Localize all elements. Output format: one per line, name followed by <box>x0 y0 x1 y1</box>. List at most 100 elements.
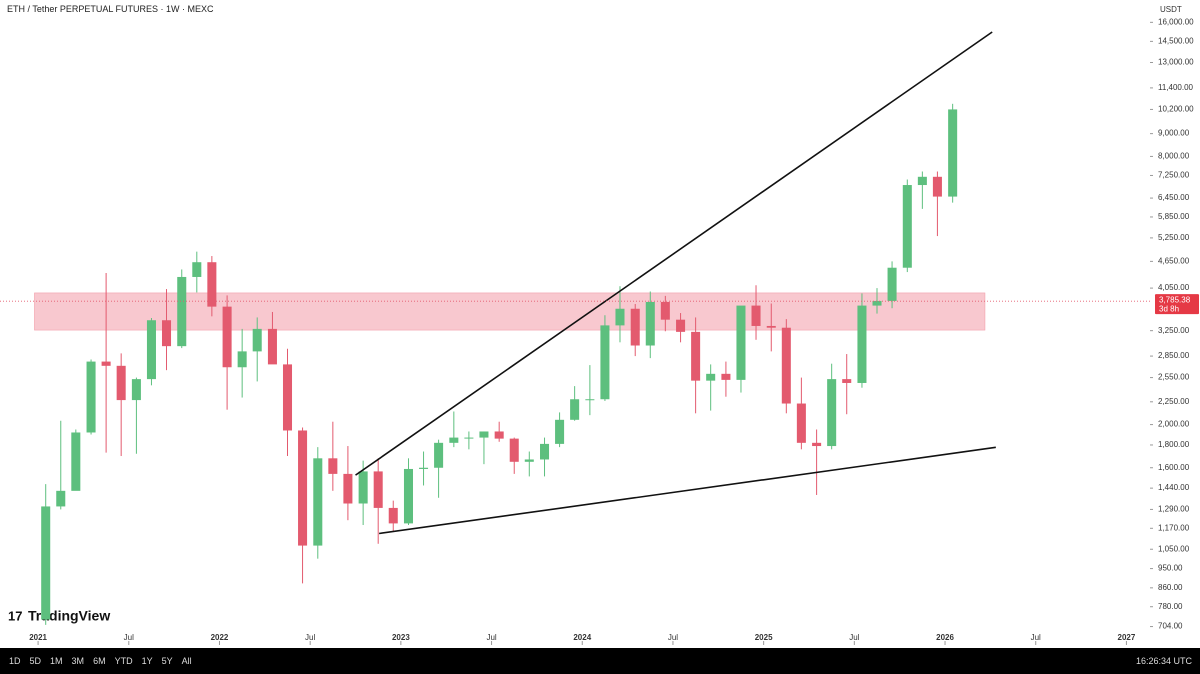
y-tick-label: 2,550.00 <box>1158 373 1190 382</box>
candle-body <box>449 437 459 443</box>
y-tick-label: 1,440.00 <box>1158 483 1190 492</box>
candle-body <box>71 432 81 491</box>
candle-body <box>434 442 444 468</box>
y-tick-label: 950.00 <box>1158 564 1183 573</box>
y-tick-label: 1,800.00 <box>1158 440 1190 449</box>
candle-body <box>403 468 414 524</box>
clock: 16:26:34 UTC <box>1135 656 1192 666</box>
candle-body <box>222 306 232 368</box>
y-tick-label: 16,000.00 <box>1158 17 1194 26</box>
price-label: 3,785.38 <box>1159 295 1191 304</box>
watermark: TradingView <box>28 608 110 624</box>
y-tick-label: 2,000.00 <box>1158 420 1190 429</box>
candle-body <box>932 176 942 197</box>
range-button[interactable]: 3M <box>71 656 85 666</box>
y-tick-label: 5,850.00 <box>1158 212 1190 221</box>
y-tick-label: 13,000.00 <box>1158 58 1194 67</box>
candle-body <box>116 365 126 401</box>
x-tick-label: 2026 <box>936 633 954 642</box>
candle-body <box>146 320 156 380</box>
candle-body <box>887 267 897 301</box>
candle-body <box>131 379 141 401</box>
candle-body <box>298 430 308 546</box>
candle-body <box>948 109 958 197</box>
candle-body <box>812 442 822 447</box>
candle-body <box>917 176 927 186</box>
candle-body <box>101 361 111 366</box>
trendline <box>378 446 996 535</box>
y-tick-label: 8,000.00 <box>1158 152 1190 161</box>
y-tick-label: 2,850.00 <box>1158 351 1190 360</box>
currency: USDT <box>1160 5 1182 14</box>
range-button[interactable]: All <box>181 656 192 666</box>
candle-body <box>751 305 761 326</box>
candle-body <box>676 319 686 332</box>
x-tick-label: 2027 <box>1118 633 1136 642</box>
candle-body <box>494 431 504 439</box>
price-box <box>1155 294 1199 315</box>
candle-body <box>237 351 247 368</box>
x-tick-label: 2023 <box>392 633 410 642</box>
candle-body <box>419 467 429 469</box>
candle-body <box>479 431 489 438</box>
range-button[interactable]: 1D <box>9 656 21 666</box>
candle-body <box>524 459 534 462</box>
candle-body <box>328 458 338 474</box>
candle-body <box>872 300 882 306</box>
x-tick-label: 2021 <box>29 633 47 642</box>
y-tick-label: 5,250.00 <box>1158 233 1190 242</box>
candle-body <box>56 490 66 507</box>
candle-body <box>570 399 580 420</box>
candle-body <box>600 325 610 400</box>
candle-body <box>660 301 670 320</box>
candle-body <box>827 379 837 447</box>
x-tick-label: Jul <box>486 633 496 642</box>
x-tick-label: 2022 <box>211 633 229 642</box>
y-tick-label: 14,500.00 <box>1158 36 1194 45</box>
candle-body <box>252 328 262 352</box>
range-button[interactable]: 1Y <box>141 656 153 666</box>
y-tick-label: 9,000.00 <box>1158 129 1190 138</box>
y-tick-label: 1,170.00 <box>1158 523 1190 532</box>
candle-body <box>645 301 655 346</box>
y-tick-label: 11,400.00 <box>1158 83 1194 92</box>
y-tick-label: 860.00 <box>1158 583 1183 592</box>
y-tick-label: 704.00 <box>1158 622 1183 631</box>
candle-body <box>192 262 202 277</box>
range-button[interactable]: 6M <box>93 656 106 666</box>
y-tick-label: 1,600.00 <box>1158 463 1190 472</box>
candle-body <box>388 507 398 524</box>
range-button[interactable]: 5D <box>29 656 42 666</box>
candle-body <box>691 331 701 381</box>
candle-body <box>585 399 595 401</box>
range-button[interactable]: 5Y <box>161 656 173 666</box>
candle-body <box>464 437 474 439</box>
candle-body <box>540 443 550 460</box>
x-tick-label: Jul <box>849 633 859 642</box>
candle-body <box>313 458 323 546</box>
y-tick-label: 2,250.00 <box>1158 397 1190 406</box>
candle-body <box>721 373 731 380</box>
candle-body <box>842 379 852 383</box>
logo: 17 <box>8 608 22 623</box>
candle-body <box>267 328 277 365</box>
range-button[interactable]: YTD <box>114 656 133 666</box>
candle-body <box>615 308 625 326</box>
candle-body <box>358 471 368 504</box>
x-tick-label: 2024 <box>573 633 591 642</box>
candle-body <box>796 403 806 443</box>
chart: USDT TradingView 17 16,000.00 14,500.00 13… <box>0 5 1199 645</box>
candle-body <box>41 506 51 620</box>
candle-body <box>781 327 791 404</box>
range-button[interactable]: 1M <box>50 656 63 666</box>
symbol-title: ETH / Tether PERPETUAL FUTURES · 1W · ME… <box>7 4 214 14</box>
candle-body <box>555 419 565 444</box>
y-tick-label: 780.00 <box>1158 602 1183 611</box>
candle-body <box>706 373 716 381</box>
candle-body <box>630 308 640 346</box>
y-tick-label: 4,050.00 <box>1158 283 1190 292</box>
y-tick-label: 7,250.00 <box>1158 171 1190 180</box>
y-tick-label: 4,650.00 <box>1158 256 1190 265</box>
y-tick-label: 3,250.00 <box>1158 326 1190 335</box>
